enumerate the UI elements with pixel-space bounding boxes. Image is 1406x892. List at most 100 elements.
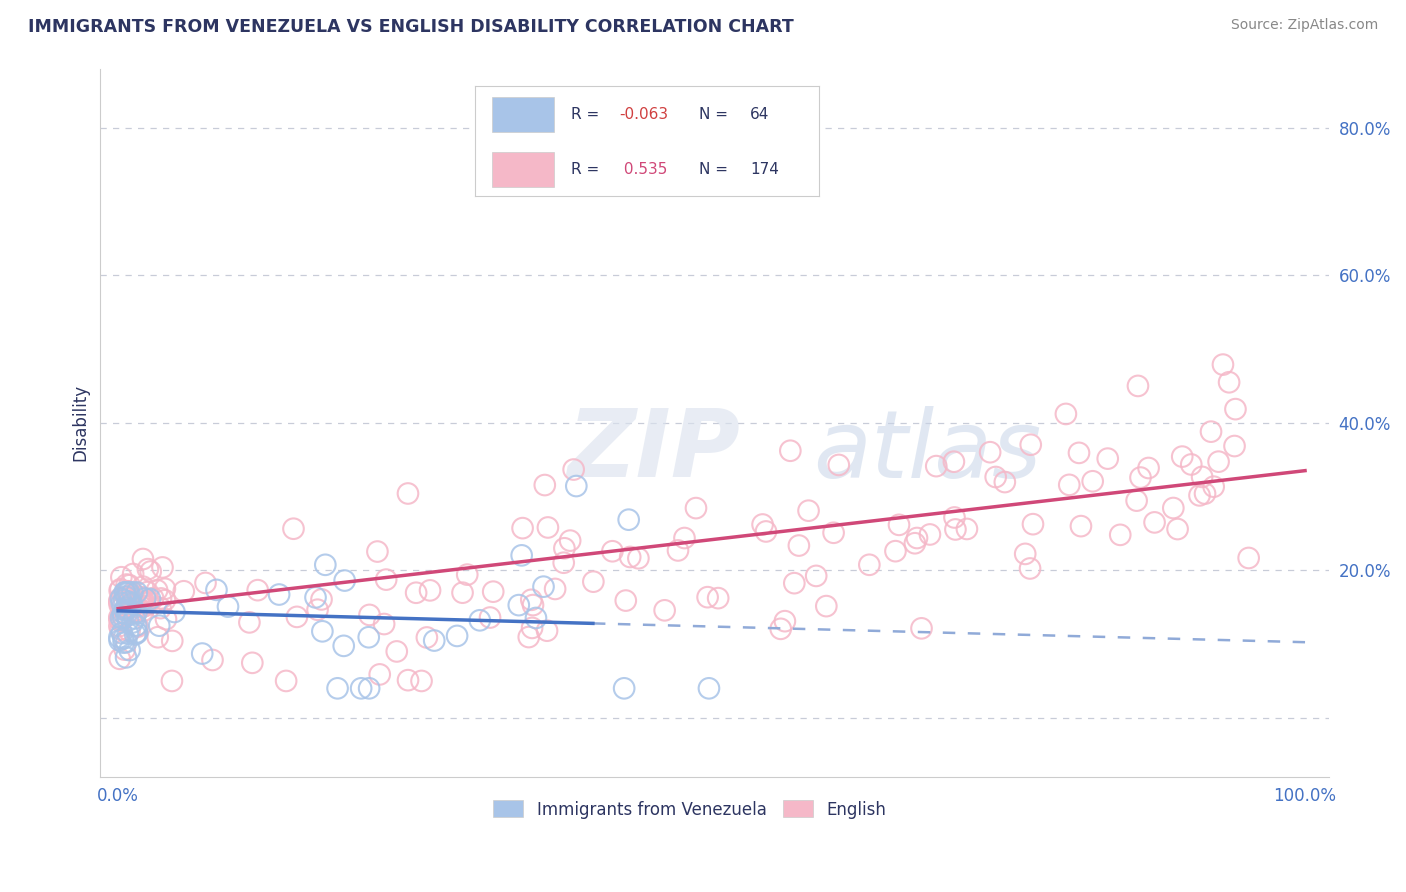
Point bbox=[783, 576, 806, 591]
Point bbox=[283, 522, 305, 536]
Point bbox=[565, 479, 588, 493]
Point bbox=[129, 599, 152, 614]
Point bbox=[148, 618, 170, 632]
Point bbox=[128, 590, 150, 604]
Point bbox=[127, 619, 149, 633]
Point bbox=[1208, 455, 1230, 469]
Point bbox=[1218, 376, 1240, 390]
Point bbox=[125, 585, 148, 599]
Point bbox=[142, 591, 165, 606]
Point bbox=[122, 591, 145, 605]
Point bbox=[479, 610, 502, 624]
Point bbox=[512, 521, 534, 535]
Point bbox=[108, 583, 131, 598]
Point bbox=[115, 600, 138, 615]
Point bbox=[1212, 358, 1234, 372]
Point bbox=[942, 455, 965, 469]
Point bbox=[910, 621, 932, 635]
Point bbox=[131, 599, 153, 614]
Point bbox=[311, 624, 333, 639]
Point bbox=[416, 631, 439, 645]
Point bbox=[1125, 493, 1147, 508]
Point bbox=[553, 541, 575, 556]
Point bbox=[510, 549, 533, 563]
Point bbox=[115, 577, 138, 591]
Point bbox=[125, 625, 148, 640]
Point bbox=[1237, 551, 1260, 566]
Point bbox=[828, 458, 851, 472]
Point bbox=[162, 633, 184, 648]
Point bbox=[482, 584, 505, 599]
Point bbox=[1014, 547, 1036, 561]
Point bbox=[111, 626, 134, 640]
Point bbox=[117, 595, 139, 609]
Point bbox=[121, 597, 143, 611]
Point bbox=[1171, 450, 1194, 464]
Legend: Immigrants from Venezuela, English: Immigrants from Venezuela, English bbox=[486, 794, 893, 825]
Point bbox=[350, 681, 373, 696]
Point bbox=[108, 631, 131, 645]
Point bbox=[132, 604, 155, 618]
Point bbox=[536, 624, 558, 638]
Point bbox=[423, 633, 446, 648]
Point bbox=[112, 632, 135, 646]
Point bbox=[1223, 439, 1246, 453]
Point bbox=[136, 562, 159, 576]
Point bbox=[666, 543, 689, 558]
Point bbox=[582, 574, 605, 589]
Point bbox=[1126, 379, 1149, 393]
Point bbox=[943, 510, 966, 524]
Point bbox=[956, 522, 979, 536]
Point bbox=[1129, 470, 1152, 484]
Point bbox=[110, 622, 132, 636]
Point bbox=[533, 478, 555, 492]
Point bbox=[115, 602, 138, 616]
Point bbox=[217, 599, 239, 614]
Point bbox=[1167, 522, 1189, 536]
Point bbox=[311, 592, 333, 607]
Point bbox=[544, 582, 567, 596]
Point bbox=[117, 585, 139, 599]
Point bbox=[153, 593, 176, 607]
Point bbox=[307, 603, 329, 617]
Point bbox=[269, 588, 291, 602]
Point bbox=[1191, 470, 1213, 484]
Point bbox=[205, 582, 228, 597]
Point bbox=[118, 585, 141, 599]
Point bbox=[945, 523, 967, 537]
Point bbox=[613, 681, 636, 696]
Point bbox=[373, 617, 395, 632]
Point bbox=[121, 599, 143, 614]
Text: Source: ZipAtlas.com: Source: ZipAtlas.com bbox=[1230, 18, 1378, 32]
Point bbox=[160, 673, 183, 688]
Point bbox=[673, 531, 696, 545]
Point bbox=[359, 681, 381, 696]
Point bbox=[118, 578, 141, 592]
Point bbox=[132, 595, 155, 609]
Point bbox=[118, 595, 141, 609]
Point bbox=[138, 595, 160, 609]
Text: ZIP: ZIP bbox=[567, 405, 740, 497]
Point bbox=[131, 591, 153, 605]
Point bbox=[1019, 561, 1042, 575]
Point bbox=[419, 583, 441, 598]
Point bbox=[1137, 461, 1160, 475]
Point bbox=[405, 586, 427, 600]
Point bbox=[276, 673, 298, 688]
Point bbox=[451, 585, 474, 599]
Point bbox=[108, 598, 131, 612]
Point bbox=[627, 551, 650, 566]
Point bbox=[121, 599, 143, 613]
Point bbox=[858, 558, 880, 572]
Point bbox=[117, 591, 139, 606]
Point bbox=[127, 626, 149, 640]
Point bbox=[1143, 516, 1166, 530]
Point bbox=[359, 607, 381, 622]
Point bbox=[132, 552, 155, 566]
Point bbox=[111, 606, 134, 620]
Point bbox=[994, 475, 1017, 489]
Point bbox=[562, 462, 585, 476]
Point bbox=[446, 629, 468, 643]
Point bbox=[1081, 475, 1104, 489]
Point bbox=[108, 595, 131, 609]
